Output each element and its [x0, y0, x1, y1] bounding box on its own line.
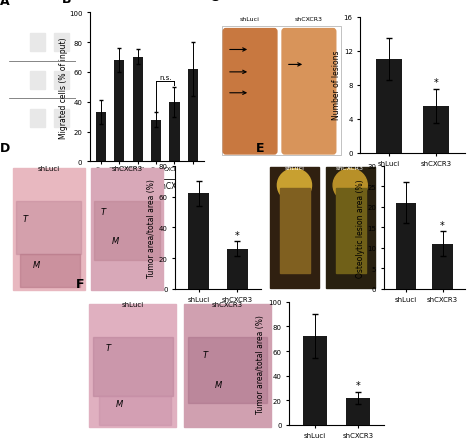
Bar: [303, 336, 327, 425]
Bar: [30, 72, 45, 90]
Bar: [270, 167, 319, 288]
Text: A: A: [0, 0, 9, 8]
Bar: [375, 60, 401, 153]
Text: M: M: [116, 399, 123, 408]
Text: T: T: [106, 343, 110, 353]
Text: RANK: RANK: [11, 78, 25, 84]
Text: shCXCR3: shCXCR3: [336, 166, 364, 171]
Text: T: T: [202, 350, 207, 359]
Text: shCXCR3: shCXCR3: [111, 166, 142, 172]
Text: E: E: [256, 141, 265, 154]
Bar: [20, 254, 80, 287]
Y-axis label: Tumor area/total area (%): Tumor area/total area (%): [147, 178, 156, 277]
Text: shLuci: shLuci: [285, 166, 305, 171]
Y-axis label: Tumor area/total area (%): Tumor area/total area (%): [256, 314, 265, 413]
Y-axis label: Migrated cells (% of input): Migrated cells (% of input): [58, 37, 67, 138]
Bar: [280, 188, 310, 274]
Bar: [227, 249, 248, 289]
Y-axis label: Number of lesions: Number of lesions: [332, 51, 341, 120]
Text: shCXCR3: shCXCR3: [49, 17, 73, 22]
FancyBboxPatch shape: [282, 29, 336, 155]
Bar: [54, 110, 69, 128]
Bar: [336, 188, 365, 274]
Bar: [114, 61, 125, 162]
Bar: [91, 169, 163, 291]
Bar: [188, 194, 210, 289]
Text: CXCR3: CXCR3: [11, 41, 28, 46]
Bar: [346, 398, 370, 425]
Ellipse shape: [277, 170, 311, 202]
Bar: [184, 304, 271, 427]
Bar: [30, 110, 45, 128]
Text: shCXCR3: shCXCR3: [295, 17, 323, 22]
Bar: [16, 201, 82, 254]
Text: *: *: [440, 221, 445, 230]
Text: shLuci: shLuci: [29, 17, 46, 22]
Bar: [54, 34, 69, 52]
Text: *: *: [235, 230, 240, 240]
Text: M: M: [112, 237, 119, 246]
Text: n.s.: n.s.: [159, 75, 172, 81]
Bar: [222, 27, 341, 156]
Bar: [151, 120, 161, 162]
Bar: [89, 304, 176, 427]
Text: shLuci: shLuci: [107, 182, 132, 191]
Bar: [93, 337, 173, 396]
Text: C: C: [209, 0, 218, 4]
Bar: [94, 201, 160, 261]
Text: Actin: Actin: [11, 117, 24, 121]
Text: T: T: [101, 208, 106, 217]
Text: shLuci: shLuci: [122, 302, 144, 308]
Bar: [188, 70, 198, 162]
Text: shLuci: shLuci: [240, 17, 260, 22]
Text: *: *: [434, 78, 438, 88]
Text: shLuci: shLuci: [37, 166, 60, 172]
Bar: [96, 113, 106, 162]
Bar: [99, 396, 171, 425]
FancyBboxPatch shape: [223, 29, 277, 155]
Bar: [133, 58, 143, 162]
Text: shCXCR3: shCXCR3: [212, 302, 243, 308]
Text: *: *: [356, 380, 360, 390]
Bar: [13, 169, 84, 291]
Text: B: B: [62, 0, 71, 6]
Text: T: T: [23, 214, 27, 223]
Y-axis label: Osteolytic lesion area (%): Osteolytic lesion area (%): [356, 179, 365, 277]
Text: M: M: [214, 380, 222, 389]
Bar: [30, 34, 45, 52]
Ellipse shape: [333, 170, 367, 202]
Text: D: D: [0, 141, 10, 154]
Text: shCXCR3: shCXCR3: [157, 182, 191, 191]
Bar: [169, 102, 180, 162]
Text: M: M: [32, 260, 40, 269]
Bar: [188, 337, 267, 403]
Bar: [54, 72, 69, 90]
Bar: [432, 244, 453, 289]
Bar: [423, 106, 449, 153]
Text: F: F: [76, 277, 84, 290]
Bar: [326, 167, 374, 288]
Bar: [396, 203, 416, 289]
